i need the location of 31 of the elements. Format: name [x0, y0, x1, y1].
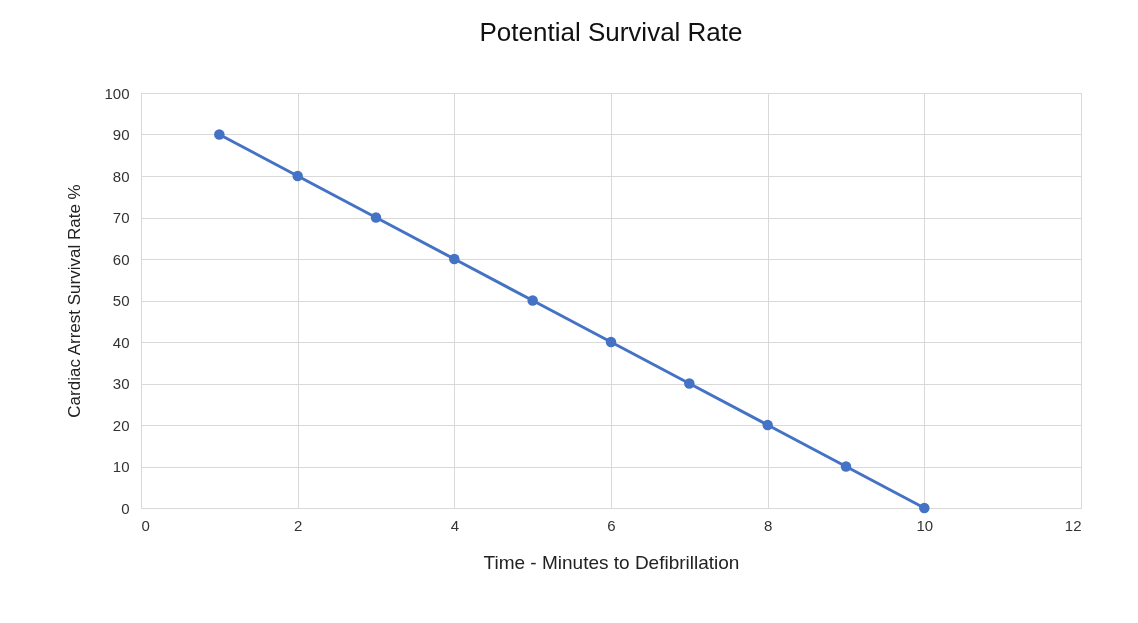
y-tick-label: 10 [112, 458, 130, 475]
x-tick-label: 10 [916, 516, 934, 534]
point [527, 295, 538, 306]
chart-title: Potential Survival Rate [479, 17, 743, 47]
point [292, 170, 303, 182]
point [840, 461, 852, 472]
x-tick-label: 12 [1064, 516, 1082, 534]
point [919, 502, 930, 514]
y-tick-label: 20 [112, 416, 130, 434]
y-tick-label: 0 [121, 499, 130, 517]
point [370, 212, 382, 223]
y-tick-label: 100 [104, 84, 130, 102]
x-axis-title: Time - Minutes to Defibrillation [483, 551, 740, 573]
x-tick-label: 6 [607, 516, 616, 534]
x-tick-label: 4 [450, 516, 460, 534]
point [449, 253, 460, 265]
x-tick-label: 8 [763, 516, 773, 534]
y-tick-label: 90 [112, 126, 130, 143]
y-tick-label: 80 [112, 167, 130, 185]
y-tick-label: 30 [112, 375, 130, 392]
y-axis-title: Cardiac Arrest Survival Rate % [65, 184, 85, 418]
x-tick-label: 0 [141, 516, 150, 534]
y-tick-label: 70 [112, 209, 130, 226]
y-tick-label: 50 [112, 292, 130, 309]
x-tick-label: 2 [293, 516, 303, 534]
point [762, 419, 773, 431]
point [605, 336, 617, 348]
y-tick-label: 60 [112, 250, 130, 268]
point [684, 378, 695, 389]
y-tick-label: 40 [112, 333, 130, 351]
point [214, 129, 225, 140]
